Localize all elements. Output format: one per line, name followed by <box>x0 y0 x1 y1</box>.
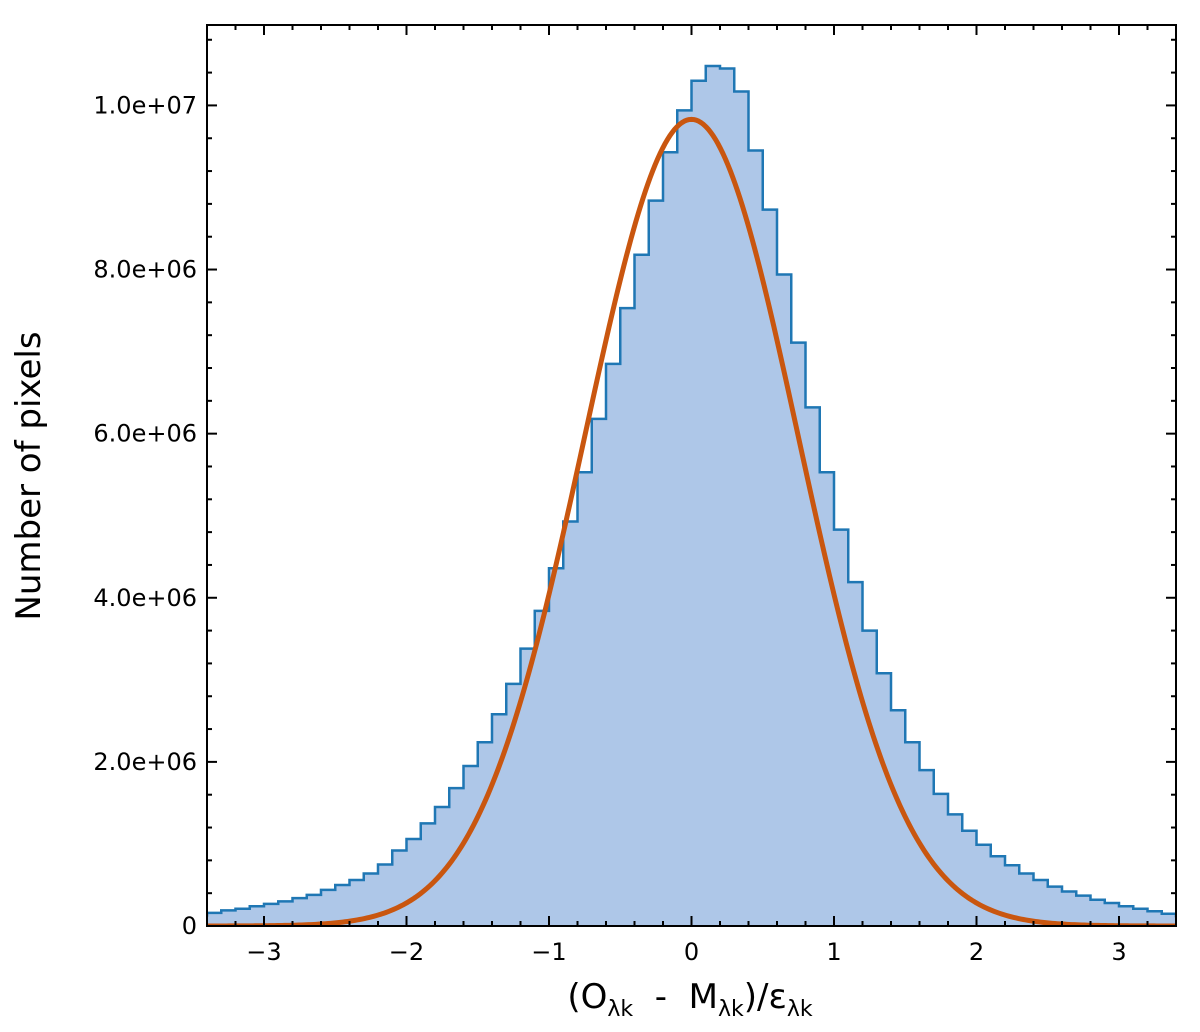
y-tick-label: 2.0e+06 <box>93 748 197 776</box>
histogram-bar <box>990 856 1006 926</box>
y-tick-label: 0 <box>182 912 197 940</box>
histogram-bar <box>1119 906 1134 926</box>
histogram-bar <box>1133 908 1149 926</box>
histogram-bar <box>948 814 963 926</box>
histogram-bar <box>862 630 878 926</box>
histogram-bar <box>506 683 522 926</box>
histogram-bar <box>1176 916 1191 926</box>
histogram-bar <box>1033 880 1049 926</box>
histogram-bar <box>278 901 294 926</box>
histogram-bar <box>221 910 237 926</box>
histogram-bar <box>492 714 507 926</box>
histogram-bar <box>335 884 351 926</box>
histogram-bar <box>734 91 750 926</box>
histogram-bar <box>577 472 593 926</box>
histogram-bar <box>691 80 707 926</box>
histogram-bar <box>477 742 493 926</box>
y-tick-label: 6.0e+06 <box>93 420 197 448</box>
plot-frame <box>206 24 1177 927</box>
y-tick-label: 4.0e+06 <box>93 584 197 612</box>
histogram-bar <box>435 807 450 926</box>
histogram-bar <box>1104 903 1120 926</box>
histogram-bar <box>549 568 564 926</box>
tick-labels: −3 −2 −1 0 1 2 3 0 2.0e+06 4.0e+06 6.0e+06 8.0e+06 1… <box>93 91 1126 966</box>
x-label-part-open: (O <box>567 977 607 1017</box>
x-label-sub-1: λk <box>607 997 633 1022</box>
histogram-bar <box>321 889 336 926</box>
histogram-bar <box>762 209 778 926</box>
histogram-bar <box>648 200 664 926</box>
histogram-bar <box>976 844 992 926</box>
histogram-bar <box>620 308 636 926</box>
histogram-bar <box>777 274 792 926</box>
histogram-bar <box>663 152 678 926</box>
x-axis-label: (Oλk - Mλk)/ελk <box>567 977 813 1022</box>
histogram-bar <box>563 521 579 926</box>
histogram-bar <box>463 765 479 926</box>
histogram-bar <box>363 873 379 926</box>
histogram-bar <box>1047 886 1063 926</box>
histogram-bar <box>591 418 607 926</box>
y-tick-label: 8.0e+06 <box>93 256 197 284</box>
histogram-bar <box>1161 913 1176 926</box>
histogram-bar <box>962 830 978 926</box>
histogram-bar <box>264 903 279 926</box>
histogram-bar <box>306 894 322 926</box>
histogram-step-outline <box>207 64 1176 918</box>
x-tick-label: 2 <box>969 938 984 966</box>
histogram-bar <box>919 770 935 926</box>
histogram-bar <box>1147 911 1163 926</box>
plot-marks <box>207 64 1191 926</box>
x-tick-label: −3 <box>246 938 281 966</box>
histogram-bar <box>748 150 764 926</box>
x-label-part-minus: - M <box>633 977 718 1017</box>
histogram-bar <box>891 710 906 926</box>
histogram-bar <box>933 793 949 926</box>
x-label-sub-2: λk <box>718 997 744 1022</box>
histogram-bar <box>249 906 265 926</box>
histogram-bar <box>1090 899 1106 926</box>
histogram-bar <box>406 839 422 926</box>
histogram-bar <box>420 823 436 926</box>
histogram-bar <box>705 66 721 926</box>
histogram-bar <box>876 673 892 926</box>
histogram-bar <box>520 648 536 926</box>
y-tick-label: 1.0e+07 <box>93 91 197 119</box>
x-tick-label: 3 <box>1111 938 1126 966</box>
x-label-sub-3: λk <box>787 997 813 1022</box>
histogram-bar <box>1062 891 1077 926</box>
gaussian-fit-curve <box>207 116 1176 926</box>
histogram-bar <box>805 407 821 926</box>
histogram-bar <box>534 610 550 926</box>
histogram-bar <box>349 880 365 926</box>
histogram-bar <box>235 908 251 926</box>
histogram-bar <box>848 582 864 926</box>
histogram-bar <box>791 342 807 926</box>
x-tick-label: 1 <box>826 938 841 966</box>
x-label-part-mid: )/ε <box>744 977 787 1017</box>
histogram-bar <box>606 363 621 926</box>
histogram-bars <box>207 66 1191 926</box>
x-tick-label: −2 <box>389 938 424 966</box>
histogram-bar <box>392 850 408 926</box>
histogram-bar <box>634 254 650 926</box>
histogram-bar <box>1019 873 1035 926</box>
y-axis-label: Number of pixels <box>9 331 49 620</box>
histogram-bar <box>1076 895 1092 926</box>
x-tick-label: −1 <box>531 938 566 966</box>
histogram-bar <box>834 529 849 926</box>
histogram-bar <box>720 68 735 926</box>
histogram-bar <box>292 898 308 926</box>
x-tick-label: 0 <box>684 938 699 966</box>
histogram-bar <box>677 110 693 926</box>
histogram-bar <box>207 912 222 926</box>
histogram-bar <box>1005 865 1020 926</box>
